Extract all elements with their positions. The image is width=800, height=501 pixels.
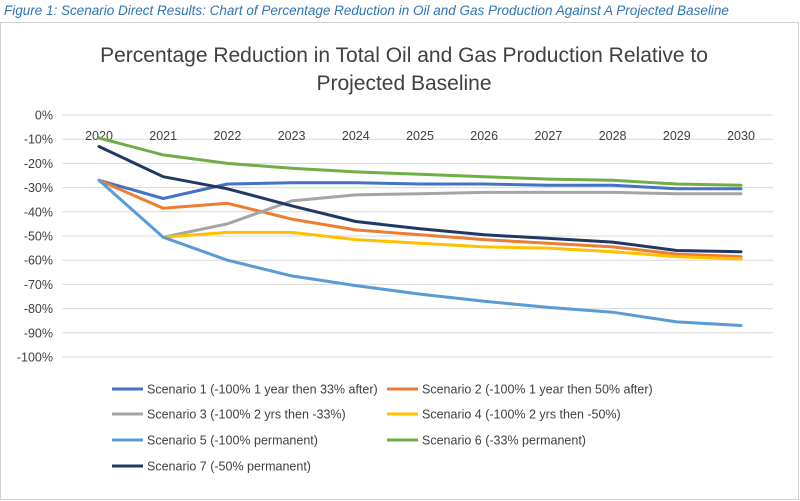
y-tick-label: -10% <box>24 133 53 147</box>
y-tick-label: -70% <box>24 278 53 292</box>
series-line-4 <box>161 230 743 261</box>
x-tick-label: 2026 <box>470 129 498 143</box>
y-tick-label: 0% <box>35 109 53 123</box>
legend-label: Scenario 6 (-33% permanent) <box>422 434 586 448</box>
series-line-1 <box>97 178 743 200</box>
gridlines <box>62 114 773 358</box>
chart-title-line-2: Projected Baseline <box>316 72 491 95</box>
x-tick-label: 2028 <box>599 129 627 143</box>
x-tick-label: 2025 <box>406 129 434 143</box>
series-line-2 <box>97 178 743 259</box>
series-line-5 <box>97 178 743 327</box>
x-tick-label: 2022 <box>213 129 241 143</box>
y-tick-label: -60% <box>24 254 53 268</box>
legend-label: Scenario 1 (-100% 1 year then 33% after) <box>147 383 378 397</box>
x-tick-label: 2027 <box>534 129 562 143</box>
y-tick-label: -20% <box>24 157 53 171</box>
y-tick-label: -40% <box>24 205 53 219</box>
legend-label: Scenario 2 (-100% 1 year then 50% after) <box>422 383 653 397</box>
x-tick-label: 2029 <box>663 129 691 143</box>
chart-title-line-1: Percentage Reduction in Total Oil and Ga… <box>100 44 708 67</box>
x-axis-ticks: 2020 2021 2022 2023 2024 2025 2026 2027 2028 2029… <box>85 129 755 143</box>
x-tick-label: 2023 <box>278 129 306 143</box>
legend: Scenario 1 (-100% 1 year then 33% after)… <box>112 383 653 474</box>
x-tick-label: 2024 <box>342 129 370 143</box>
y-axis-ticks: 0% -10% -20% -30% -40% -50% -60% -70% -80% -90% -1… <box>17 109 53 365</box>
y-tick-label: -30% <box>24 181 53 195</box>
y-tick-label: -90% <box>24 326 53 340</box>
x-tick-label: 2021 <box>149 129 177 143</box>
y-tick-label: -80% <box>24 302 53 316</box>
legend-label: Scenario 5 (-100% permanent) <box>147 434 318 448</box>
series-line-6 <box>97 136 743 187</box>
legend-label: Scenario 4 (-100% 2 yrs then -50%) <box>422 408 621 422</box>
series-lines <box>97 136 743 327</box>
legend-label: Scenario 7 (-50% permanent) <box>147 460 311 474</box>
legend-label: Scenario 3 (-100% 2 yrs then -33%) <box>147 408 346 422</box>
figure-caption: Figure 1: Scenario Direct Results: Chart… <box>4 3 729 18</box>
y-tick-label: -50% <box>24 230 53 244</box>
y-tick-label: -100% <box>17 351 53 365</box>
series-line-3 <box>161 190 743 239</box>
x-tick-label: 2030 <box>727 129 755 143</box>
chart-frame <box>0 22 799 500</box>
series-line-7 <box>97 145 743 254</box>
